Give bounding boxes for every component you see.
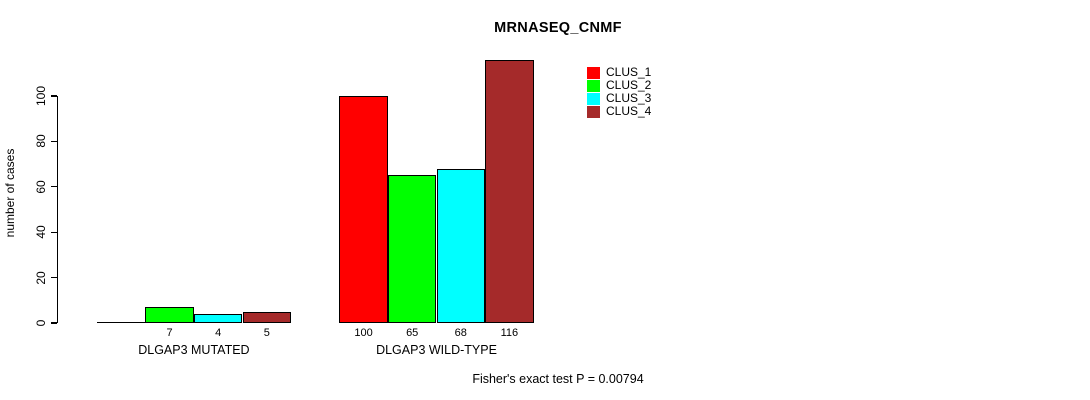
legend-label: CLUS_3 [606,91,652,105]
legend-row: CLUS_4 [587,105,651,118]
legend-swatch-icon [587,105,600,118]
legend-label: CLUS_2 [606,78,652,92]
bar-value-label: 7 [166,327,173,339]
y-tick-mark [51,322,57,324]
y-tick-label: 100 [34,85,48,107]
y-tick-label: 60 [34,180,48,194]
bar-clus_1 [339,96,388,323]
bar-clus_2 [145,307,194,323]
legend-label: CLUS_4 [606,104,652,118]
legend-swatch-icon [587,79,600,92]
bar-value-label: 65 [406,327,419,339]
legend-label: CLUS_1 [606,65,652,79]
bar-value-label: 5 [263,327,270,339]
bar-value-label: 68 [454,327,467,339]
legend-row: CLUS_3 [587,92,651,105]
y-tick-mark [51,95,57,97]
legend-swatch-icon [587,92,600,105]
y-tick-label: 20 [34,270,48,285]
legend-row: CLUS_1 [587,66,651,79]
bar-clus_3 [436,168,486,323]
y-tick-mark [51,231,57,233]
y-tick-mark [51,276,57,279]
y-tick-label: 0 [34,319,48,327]
bar-clus_4 [242,311,292,323]
y-axis-label: number of cases [3,148,17,238]
bar-clus_3 [193,313,243,323]
chart-title: MRNASEQ_CNMF [494,20,622,36]
group-label: DLGAP3 MUTATED [138,343,250,357]
y-tick-label: 80 [34,134,48,149]
bar-clus_2 [387,175,437,323]
fisher-test-annotation: Fisher's exact test P = 0.00794 [472,372,644,386]
bar-clus_1-zero [96,322,146,324]
y-tick-label: 40 [34,225,48,239]
bar-value-label: 4 [215,327,222,339]
y-axis-line [57,96,59,323]
legend: CLUS_1 CLUS_2 CLUS_3 CLUS_4 [587,66,651,118]
bar-clus_4 [485,59,534,323]
bar-value-label: 116 [500,327,519,339]
bar-value-label: 100 [354,327,373,339]
group-label: DLGAP3 WILD-TYPE [376,343,497,357]
y-tick-mark [51,140,57,143]
legend-swatch-icon [587,66,600,79]
legend-row: CLUS_2 [587,79,651,92]
y-tick-mark [51,186,57,188]
